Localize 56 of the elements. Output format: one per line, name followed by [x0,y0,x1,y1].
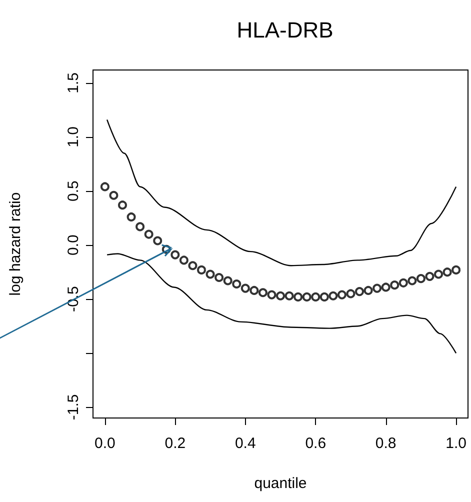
point [442,268,452,277]
point [284,291,294,300]
line-series [106,253,457,354]
y-axis-title: log hazard ratio [7,192,24,296]
point [390,280,400,290]
point [434,270,444,279]
point [126,212,136,222]
point [346,289,356,298]
point [188,261,198,270]
x-axis-title: quantile [254,475,307,492]
x-tick-label: 0.6 [305,435,326,452]
point [372,284,382,293]
point [223,276,232,286]
point [118,200,127,210]
point [214,273,224,282]
point [408,276,417,286]
point [250,286,259,295]
point [337,290,346,300]
point [416,274,426,284]
point [144,230,154,239]
y-tick-label: 0.0 [65,234,82,256]
point [153,236,162,246]
point [232,279,242,288]
y-tick-label: 1.5 [65,72,82,94]
point [425,272,434,281]
point [302,292,312,302]
point [240,284,250,293]
y-tick-label: 1.0 [65,126,82,148]
x-tick-label: 1.0 [446,435,466,452]
point [452,265,461,274]
point [109,190,118,200]
point [179,256,188,265]
point [267,290,276,300]
point [170,250,180,260]
point [320,292,329,302]
point [364,286,373,295]
chart-title: HLA-DRB [236,18,334,42]
point [100,182,110,192]
x-tick-label: 0.4 [234,435,256,452]
point [258,288,268,298]
x-tick-label: 0.0 [94,435,116,452]
point [294,292,303,302]
point [328,291,338,300]
x-tick-label: 0.8 [375,435,396,452]
point [197,265,206,274]
point [276,291,285,300]
x-tick-label: 0.2 [164,435,186,452]
point [206,270,215,279]
point [355,287,364,296]
point [381,282,390,292]
line-series [106,119,457,266]
y-tick-label: -1.5 [65,394,82,420]
point [398,278,408,288]
y-tick-label: 0.5 [65,180,82,202]
point [311,292,320,302]
point [136,222,145,232]
